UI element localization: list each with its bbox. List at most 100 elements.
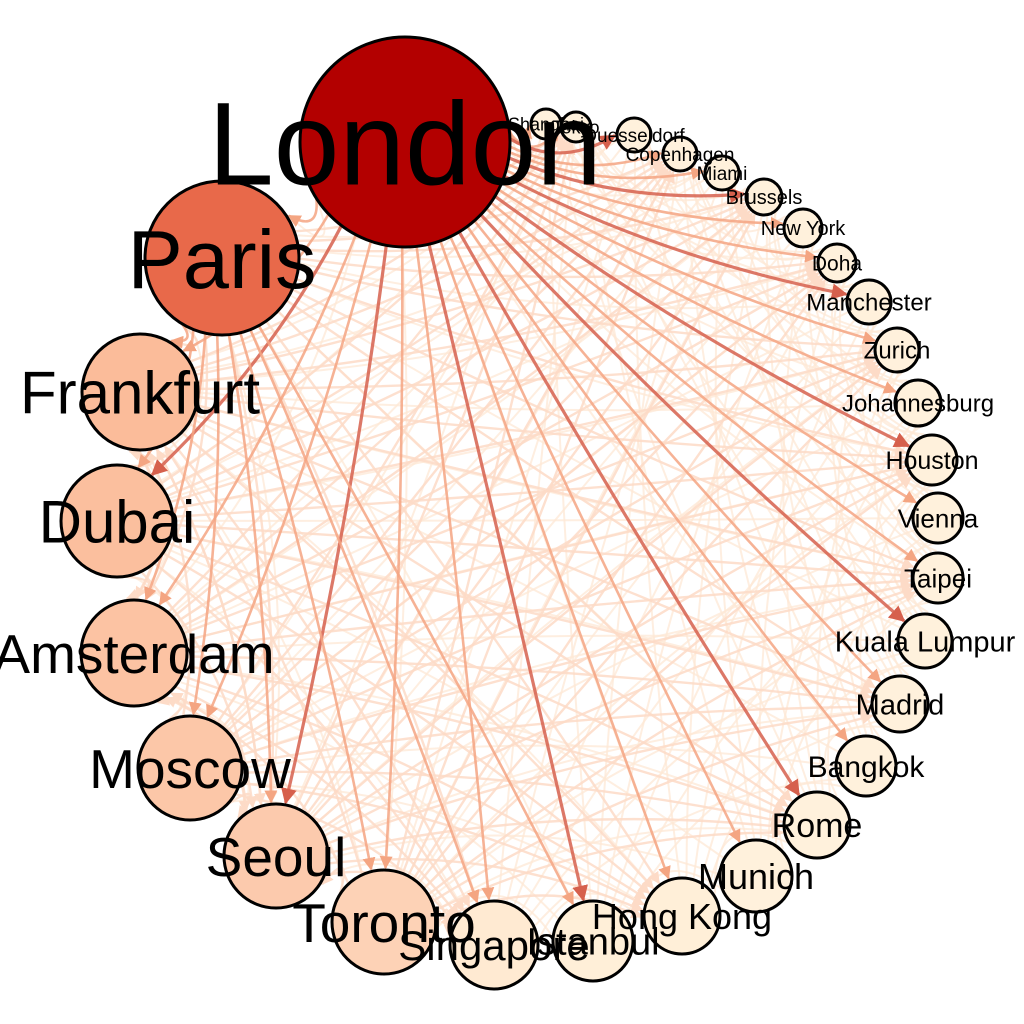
edge-hong-kong-to-moscow	[241, 782, 647, 906]
edge-munich-to-seoul	[329, 834, 721, 876]
label-shanghai: Shanghai	[508, 114, 584, 134]
edge-amsterdam-to-doha	[179, 272, 820, 629]
edge-london-to-hong-kong	[439, 240, 671, 880]
edge-toronto-to-frankfurt	[164, 445, 364, 876]
label-manchester: Manchester	[806, 290, 931, 317]
edge-tokyo-to-moscow	[217, 139, 570, 723]
label-zurich: Zurich	[864, 338, 931, 365]
edge-toronto-to-copenhagen	[401, 170, 675, 874]
edge-seoul-to-taipei	[323, 586, 915, 837]
edge-manchester-to-toronto	[416, 318, 857, 881]
node-zurich	[873, 326, 921, 374]
edge-paris-to-rome	[276, 310, 793, 802]
label-singapore: Singapore	[398, 922, 589, 969]
node-miami	[703, 154, 741, 192]
node-moscow	[136, 714, 244, 822]
label-istanbul: Istanbul	[526, 922, 659, 964]
edge-amsterdam-to-zurich	[182, 357, 876, 635]
edge-miami-to-frankfurt	[196, 178, 707, 372]
node-layer	[59, 35, 965, 991]
edge-london-to-miami	[508, 151, 705, 180]
edge-taipei-to-moscow	[241, 583, 914, 756]
node-duesseldorf	[615, 116, 653, 154]
edge-paris-to-amsterdam	[144, 333, 207, 601]
edge-houston-to-hong-kong	[700, 481, 921, 882]
edge-london-to-toronto	[379, 246, 404, 870]
edge-amsterdam-to-madrid	[186, 655, 872, 707]
node-new-york	[782, 207, 824, 249]
label-duesseldorf: Duesseldorf	[583, 126, 685, 147]
label-london: London	[208, 78, 602, 210]
node-hong-kong	[642, 876, 722, 956]
node-dubai	[59, 463, 175, 579]
edge-moscow-to-seoul	[225, 792, 252, 819]
edge-vienna-to-dubai	[174, 517, 914, 522]
label-munich: Munich	[698, 856, 814, 897]
edge-paris-to-frankfurt	[170, 322, 189, 349]
edge-london-to-rome	[457, 231, 801, 797]
edge-shanghai-to-seoul	[293, 137, 542, 806]
edge-paris-to-singapore	[249, 329, 480, 904]
edge-london-to-houston	[493, 194, 911, 448]
edge-london-to-singapore	[415, 246, 495, 901]
node-rome	[782, 790, 852, 860]
node-manchester	[845, 278, 893, 326]
node-johannesburg	[893, 378, 943, 428]
edge-london-to-new-york	[507, 163, 784, 230]
edge-london-to-bangkok	[466, 225, 849, 742]
edge-london-to-vienna	[489, 201, 918, 504]
label-kuala-lumpur: Kuala Lumpur	[835, 626, 1016, 658]
node-tokyo	[559, 110, 593, 144]
edge-toronto-to-taipei	[427, 591, 917, 896]
label-new-york: New York	[761, 218, 846, 240]
edge-london-to-brussels	[508, 156, 746, 204]
edge-munich-to-dubai	[167, 548, 726, 860]
edge-dubai-to-brussels	[166, 204, 748, 498]
edge-kuala-lumpur-to-toronto	[431, 652, 902, 898]
label-miami: Miami	[697, 164, 748, 185]
label-houston: Houston	[885, 447, 978, 475]
label-frankfurt: Frankfurt	[20, 360, 260, 427]
edge-doha-to-singapore	[513, 279, 830, 905]
edge-toronto-to-brussels	[407, 213, 756, 877]
edge-frankfurt-to-rome	[188, 422, 789, 808]
edge-moscow-to-taipei	[240, 580, 913, 757]
edge-moscow-to-zurich	[234, 361, 878, 743]
edge-seoul-to-madrid	[326, 706, 873, 845]
edge-moscow-to-brussels	[226, 210, 751, 733]
edge-london-to-kuala-lumpur	[479, 213, 906, 623]
edge-brussels-to-paris	[300, 198, 747, 259]
edge-paris-to-seoul	[227, 334, 278, 804]
edge-kuala-lumpur-to-paris	[290, 294, 902, 630]
edge-london-to-amsterdam	[158, 234, 358, 606]
edge-moscow-to-madrid	[241, 700, 872, 765]
node-vienna	[911, 491, 965, 545]
node-kuala-lumpur	[896, 612, 954, 670]
edge-brussels-to-taipei	[770, 213, 928, 555]
edge-bangkok-to-moscow	[243, 744, 837, 769]
node-paris	[143, 179, 301, 337]
edge-seoul-to-paris	[228, 336, 281, 805]
node-singapore	[448, 899, 540, 991]
edge-london-to-taipei	[485, 207, 919, 562]
edge-dubai-to-houston	[172, 456, 907, 518]
node-brussels	[744, 177, 784, 217]
edge-houston-to-paris	[297, 278, 909, 455]
edge-moscow-to-rome	[241, 770, 784, 826]
edge-london-to-doha	[505, 169, 819, 263]
label-toronto: Toronto	[292, 892, 475, 954]
edge-seoul-to-doha	[310, 277, 824, 820]
edge-istanbul-to-paris	[258, 326, 575, 907]
edge-amsterdam-to-taipei	[186, 575, 913, 650]
edge-toronto-to-singapore	[433, 908, 456, 937]
node-frankfurt	[80, 332, 200, 452]
edge-new-york-to-seoul	[309, 241, 792, 816]
edge-copenhagen-to-kuala-lumpur	[686, 168, 913, 616]
edge-dubai-to-amsterdam	[124, 575, 151, 601]
node-houston	[905, 433, 959, 487]
edge-london-to-bangkok	[466, 225, 848, 741]
edge-dubai-to-madrid	[171, 532, 872, 701]
edge-toronto-to-madrid	[431, 712, 874, 903]
label-taipei: Taipei	[904, 563, 972, 593]
node-seoul	[222, 802, 330, 910]
